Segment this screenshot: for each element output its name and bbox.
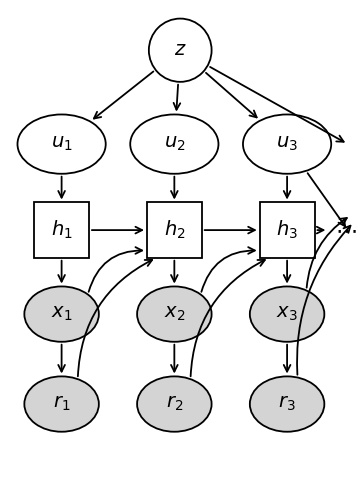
FancyBboxPatch shape [260, 202, 315, 258]
Text: $x_3$: $x_3$ [276, 305, 298, 323]
Ellipse shape [17, 114, 106, 174]
Text: $r_2$: $r_2$ [166, 395, 183, 413]
FancyBboxPatch shape [147, 202, 202, 258]
Text: $h_1$: $h_1$ [51, 219, 72, 241]
Text: $r_3$: $r_3$ [278, 395, 296, 413]
Ellipse shape [149, 19, 212, 82]
Ellipse shape [250, 376, 324, 432]
Text: $u_2$: $u_2$ [164, 135, 185, 153]
Text: $h_2$: $h_2$ [164, 219, 185, 241]
Text: $r_1$: $r_1$ [53, 395, 70, 413]
Text: $h_3$: $h_3$ [276, 219, 298, 241]
Ellipse shape [24, 376, 99, 432]
Ellipse shape [137, 286, 212, 342]
Text: $x_1$: $x_1$ [51, 305, 72, 323]
Ellipse shape [137, 376, 212, 432]
Ellipse shape [24, 286, 99, 342]
Ellipse shape [243, 114, 331, 174]
Ellipse shape [130, 114, 218, 174]
Ellipse shape [250, 286, 324, 342]
Text: $u_1$: $u_1$ [51, 135, 72, 153]
Text: $\cdots$: $\cdots$ [335, 219, 357, 241]
FancyBboxPatch shape [34, 202, 89, 258]
Text: $z$: $z$ [174, 41, 186, 59]
Text: $u_3$: $u_3$ [276, 135, 298, 153]
Text: $x_2$: $x_2$ [164, 305, 185, 323]
